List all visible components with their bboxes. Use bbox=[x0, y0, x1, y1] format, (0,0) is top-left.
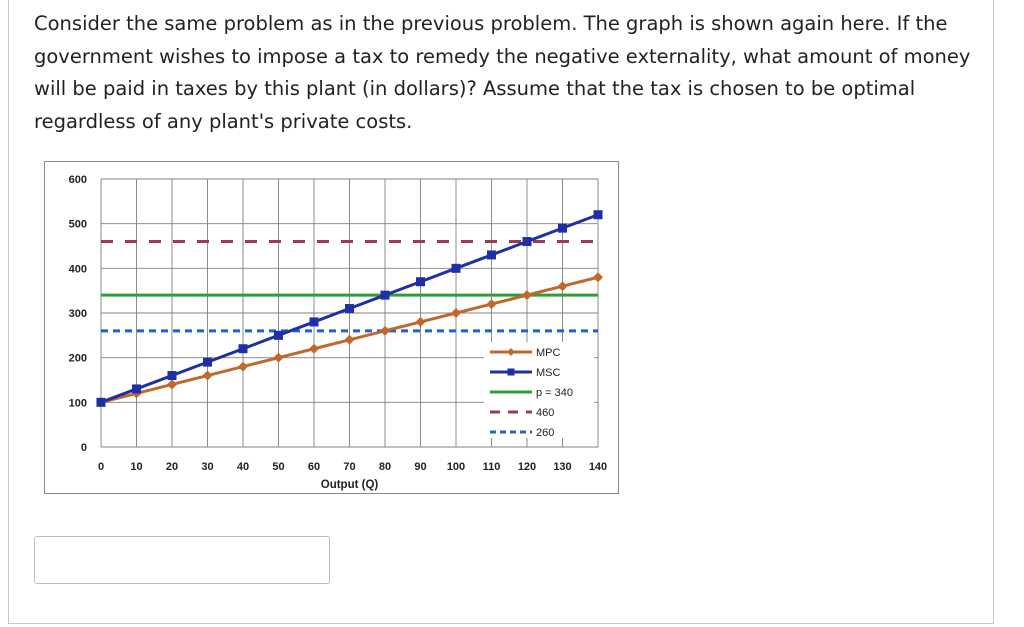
x-tick-label: 80 bbox=[379, 461, 391, 473]
x-tick-label: 70 bbox=[343, 461, 355, 473]
mpc-point bbox=[415, 316, 426, 327]
x-tick-label: 140 bbox=[589, 461, 607, 473]
legend-label: MSC bbox=[536, 367, 561, 379]
x-tick-label: 30 bbox=[201, 461, 213, 473]
x-tick-label: 40 bbox=[237, 461, 249, 473]
chart-frame: 0 100 200 300 400 500 600 0 10 20 30 40 50 60 70 80 90 10… bbox=[44, 161, 619, 494]
msc-point bbox=[487, 250, 496, 260]
msc-point bbox=[416, 277, 425, 287]
msc-point bbox=[132, 384, 141, 394]
externality-chart: 0 100 200 300 400 500 600 0 10 20 30 40 50 60 70 80 90 10… bbox=[69, 174, 608, 491]
x-tick-label: 120 bbox=[518, 461, 536, 473]
y-tick-label: 100 bbox=[69, 397, 87, 409]
mpc-point bbox=[238, 361, 248, 372]
answer-input[interactable] bbox=[34, 536, 330, 584]
y-tick-label: 400 bbox=[69, 263, 87, 275]
mpc-point bbox=[557, 281, 568, 292]
msc-point bbox=[274, 330, 283, 340]
legend-box bbox=[484, 342, 594, 438]
mpc-point bbox=[273, 352, 284, 363]
mpc-point bbox=[486, 299, 497, 310]
x-axis-label: Output (Q) bbox=[321, 479, 379, 491]
x-tick-label: 60 bbox=[308, 461, 320, 473]
msc-point bbox=[238, 344, 248, 354]
legend-label: p = 340 bbox=[536, 387, 573, 399]
x-tick-label: 50 bbox=[272, 461, 284, 473]
msc-point bbox=[451, 263, 461, 273]
msc-point bbox=[203, 357, 212, 367]
mpc-point bbox=[167, 379, 177, 390]
msc-point bbox=[380, 290, 390, 300]
legend-label: MPC bbox=[536, 347, 561, 359]
y-tick-label: 0 bbox=[81, 442, 87, 454]
legend-label: 460 bbox=[536, 407, 554, 419]
y-tick-label: 300 bbox=[69, 308, 87, 320]
x-tick-label: 10 bbox=[130, 461, 142, 473]
y-tick-label: 600 bbox=[69, 174, 87, 186]
y-tick-label: 200 bbox=[69, 353, 87, 365]
msc-point bbox=[345, 304, 354, 314]
legend-marker bbox=[507, 368, 515, 376]
msc-point bbox=[309, 317, 319, 327]
legend-label: 260 bbox=[536, 427, 554, 439]
msc-point bbox=[558, 223, 567, 233]
x-tick-label: 110 bbox=[483, 461, 501, 473]
mpc-point bbox=[202, 370, 213, 381]
mpc-point bbox=[593, 272, 603, 283]
msc-point bbox=[593, 210, 603, 220]
x-tick-label: 130 bbox=[553, 461, 571, 473]
x-tick-label: 20 bbox=[166, 461, 178, 473]
mpc-point bbox=[451, 308, 461, 318]
x-tick-label: 100 bbox=[447, 461, 465, 473]
legend-marker bbox=[507, 348, 515, 356]
mpc-point bbox=[309, 343, 319, 354]
mpc-point bbox=[522, 290, 532, 301]
msc-point bbox=[167, 371, 177, 381]
msc-point bbox=[522, 237, 532, 247]
question-text: Consider the same problem as in the prev… bbox=[34, 12, 971, 133]
x-tick-label: 90 bbox=[414, 461, 426, 473]
x-tick-label: 0 bbox=[98, 461, 104, 473]
y-tick-label: 500 bbox=[69, 219, 87, 231]
msc-point bbox=[96, 397, 106, 407]
mpc-point bbox=[344, 334, 355, 345]
mpc-point bbox=[380, 325, 390, 336]
